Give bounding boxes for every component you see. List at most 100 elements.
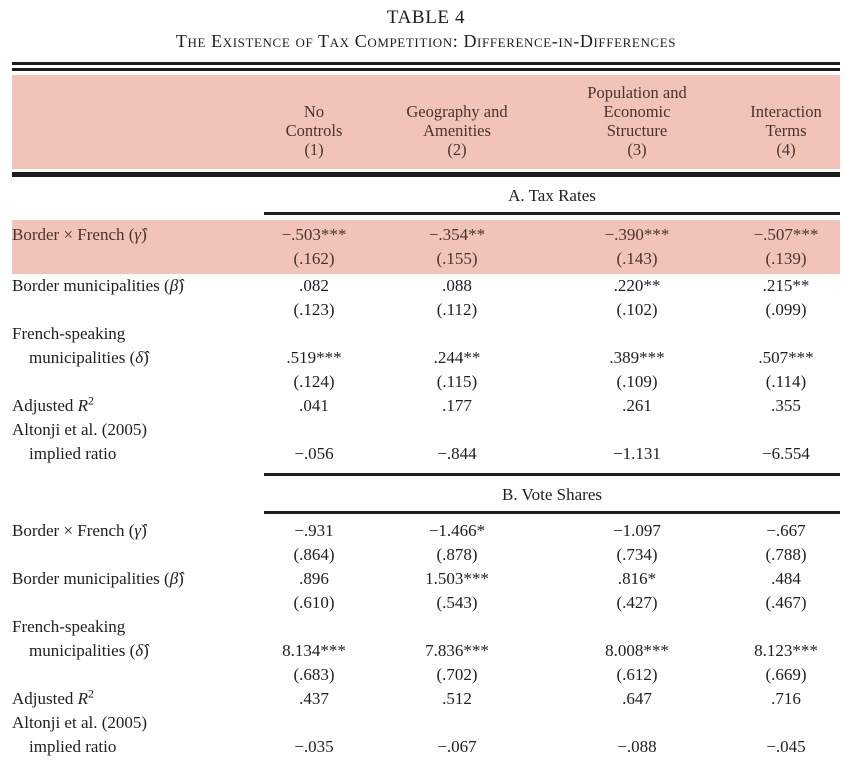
coef-row: Border municipalities (β̂) .082 .088 .220**… xyxy=(12,274,840,298)
table-row: Border × French (γ̂) −.503*** −.354** −.390… xyxy=(12,220,840,274)
coefficient-value: −.088 xyxy=(617,737,657,756)
coefficient-value: −.390*** xyxy=(604,225,670,244)
table-row: French-speaking municipalities (δ̂) 8.134*… xyxy=(12,615,840,687)
coefficient-value: −1.131 xyxy=(613,444,661,463)
coefficient-value: .647 xyxy=(622,689,652,708)
row-label: Adjusted R2 xyxy=(12,394,256,418)
column-header: No Controls (1) xyxy=(256,102,372,159)
se-row: (.162) (.155) (.143) (.139) xyxy=(12,247,840,271)
standard-error-value: (.543) xyxy=(436,593,478,612)
standard-error-value: (.878) xyxy=(436,545,478,564)
column-header-line: Amenities xyxy=(423,121,491,140)
table-row: Adjusted R2 .437 .512 .647 .716 xyxy=(12,687,840,711)
coefficient-value: −1.097 xyxy=(613,521,661,540)
label-segment: Border × French ( xyxy=(12,225,135,244)
coefficient-value: .512 xyxy=(442,689,472,708)
standard-error-value: (.139) xyxy=(765,249,807,268)
label-segment: Adjusted xyxy=(12,396,78,415)
coefficient-value: −.354** xyxy=(428,225,486,244)
column-header: Geography and Amenities (2) xyxy=(372,102,542,159)
coefficient-value: .177 xyxy=(442,396,472,415)
label-segment: municipalities ( xyxy=(29,348,136,367)
coefficient-value: .041 xyxy=(299,396,329,415)
column-header-line: Economic xyxy=(603,102,671,121)
label-segment: β̂ xyxy=(169,276,179,295)
table-body: A. Tax Rates Border × French (γ̂) −.503***… xyxy=(12,185,840,759)
standard-error-value: (.124) xyxy=(293,372,335,391)
se-row: (.124) (.115) (.109) (.114) xyxy=(12,370,840,394)
coefficient-value: .220** xyxy=(613,276,661,295)
paper-table-page: TABLE 4 The Existence of Tax Competition… xyxy=(0,7,846,759)
row-label: Altonji et al. (2005) implied ratio xyxy=(12,711,256,759)
coefficient-value: −.844 xyxy=(437,444,477,463)
row-label-line: French-speaking xyxy=(12,615,256,639)
table-row: Border × French (γ̂) −.931 −1.466* −1.097 −.… xyxy=(12,519,840,567)
label-superscript: 2 xyxy=(88,686,94,701)
row-label-line: municipalities (δ̂) xyxy=(12,639,256,663)
top-double-rule xyxy=(12,62,840,71)
coef-row: Border municipalities (β̂) .896 1.503*** .8… xyxy=(12,567,840,591)
label-segment: implied ratio xyxy=(29,737,117,756)
coef-row: French-speaking municipalities (δ̂) .519**… xyxy=(12,322,840,370)
coef-row: Adjusted R2 .437 .512 .647 .716 xyxy=(12,687,840,711)
label-segment: γ̂ xyxy=(134,521,142,540)
coefficient-value: −1.466* xyxy=(428,521,486,540)
coefficient-value: .816* xyxy=(617,569,657,588)
label-segment: R xyxy=(77,396,89,415)
standard-error-value: (.610) xyxy=(293,593,335,612)
table-row: Border municipalities (β̂) .896 1.503*** .8… xyxy=(12,567,840,615)
coef-row: Altonji et al. (2005) implied ratio −.035 −… xyxy=(12,711,840,759)
se-row: (.123) (.112) (.102) (.099) xyxy=(12,298,840,322)
row-label-line: Border municipalities (β̂) xyxy=(12,567,256,591)
coefficient-value: 1.503*** xyxy=(425,569,489,588)
se-row: (.610) (.543) (.427) (.467) xyxy=(12,591,840,615)
panel-title: B. Vote Shares xyxy=(502,485,602,504)
coefficient-value: 8.134*** xyxy=(282,641,346,660)
coef-row: Border × French (γ̂) −.931 −1.466* −1.097 −.… xyxy=(12,519,840,543)
standard-error-value: (.702) xyxy=(436,665,478,684)
coefficient-value: .355 xyxy=(771,396,801,415)
label-segment: ) xyxy=(178,276,184,295)
label-segment: municipalities ( xyxy=(29,641,136,660)
column-header-line: No xyxy=(303,102,325,121)
coef-row: Border × French (γ̂) −.503*** −.354** −.390… xyxy=(12,223,840,247)
row-label: Adjusted R2 xyxy=(12,687,256,711)
coefficient-value: −.503*** xyxy=(281,225,347,244)
row-label-line: Adjusted R2 xyxy=(12,394,256,418)
row-label-line: Altonji et al. (2005) xyxy=(12,418,256,442)
coefficient-value: 8.123*** xyxy=(754,641,818,660)
table-title: The Existence of Tax Competition: Differ… xyxy=(175,31,677,51)
label-segment: ) xyxy=(178,569,184,588)
row-label: French-speaking municipalities (δ̂) xyxy=(12,322,256,370)
label-segment: ) xyxy=(143,641,149,660)
table-row: Border municipalities (β̂) .082 .088 .220**… xyxy=(12,274,840,322)
label-segment: δ̂ xyxy=(135,641,144,660)
standard-error-value: (.143) xyxy=(616,249,658,268)
coefficient-value: .716 xyxy=(771,689,801,708)
row-label: Altonji et al. (2005) implied ratio xyxy=(12,418,256,466)
label-segment: Border municipalities ( xyxy=(12,569,170,588)
coefficient-value: 8.008*** xyxy=(605,641,669,660)
coefficient-value: −.931 xyxy=(294,521,334,540)
column-header-line: Terms xyxy=(765,121,807,140)
coefficient-value: −.045 xyxy=(766,737,806,756)
coefficient-value: .082 xyxy=(299,276,329,295)
row-label-line: Adjusted R2 xyxy=(12,687,256,711)
label-segment: Border municipalities ( xyxy=(12,276,170,295)
row-label-line: Border × French (γ̂) xyxy=(12,223,256,247)
column-header-line: Interaction xyxy=(750,102,822,121)
standard-error-value: (.162) xyxy=(293,249,335,268)
column-header-line: Population and xyxy=(587,83,687,102)
panel-rule-above xyxy=(264,473,840,476)
coef-row: French-speaking municipalities (δ̂) 8.134*… xyxy=(12,615,840,663)
standard-error-value: (.427) xyxy=(616,593,658,612)
coefficient-value: −.035 xyxy=(294,737,334,756)
column-number: (3) xyxy=(627,140,647,159)
standard-error-value: (.112) xyxy=(436,300,478,319)
row-label-line: implied ratio xyxy=(12,442,256,466)
column-header-band: No Controls (1) Geography and Amenities (2) Po… xyxy=(12,75,840,169)
label-segment: Altonji et al. (2005) xyxy=(12,713,148,732)
table-row: Adjusted R2 .041 .177 .261 .355 xyxy=(12,394,840,418)
column-number: (1) xyxy=(304,140,324,159)
row-label: Border × French (γ̂) xyxy=(12,223,256,247)
